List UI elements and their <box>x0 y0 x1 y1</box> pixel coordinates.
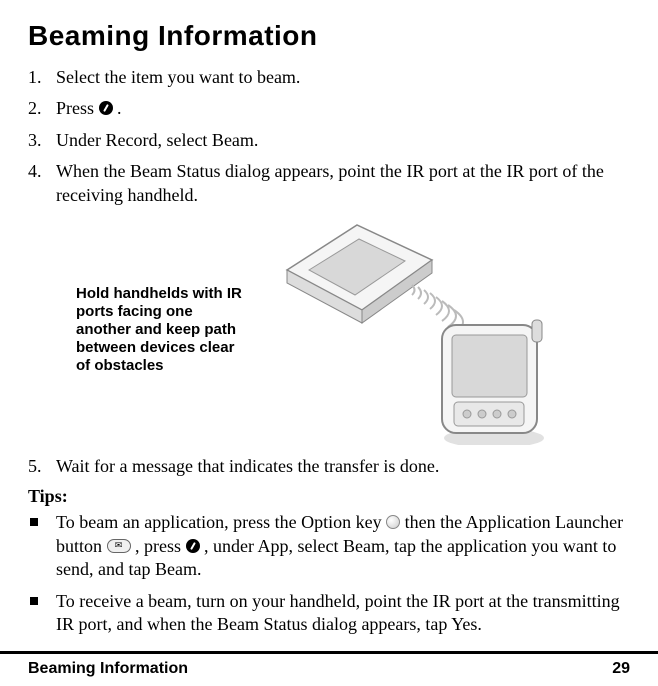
step-1: Select the item you want to beam. <box>28 66 630 89</box>
figure-caption: Hold handhelds with IR ports facing one … <box>76 285 246 375</box>
step-2: Press . <box>28 97 630 120</box>
step-2-text-b: . <box>117 98 122 118</box>
tip-1-text-a: To beam an application, press the Option… <box>56 512 386 532</box>
step-2-text-a: Press <box>56 98 99 118</box>
menu-button-icon <box>99 101 113 115</box>
footer-page-number: 29 <box>612 660 630 678</box>
steps-list-continued: Wait for a message that indicates the tr… <box>28 455 630 478</box>
app-launcher-icon: ✉ <box>107 539 131 553</box>
steps-list: Select the item you want to beam. Press … <box>28 66 630 207</box>
tips-list: To beam an application, press the Option… <box>28 511 630 636</box>
figure-row: Hold handhelds with IR ports facing one … <box>28 215 630 445</box>
menu-button-icon <box>186 539 200 553</box>
page-heading: Beaming Information <box>28 20 630 52</box>
tip-1: To beam an application, press the Option… <box>28 511 630 581</box>
beaming-illustration <box>262 215 562 445</box>
step-3: Under Record, select Beam. <box>28 129 630 152</box>
page-footer: Beaming Information 29 <box>0 651 658 686</box>
footer-title: Beaming Information <box>28 660 188 678</box>
step-4: When the Beam Status dialog appears, poi… <box>28 160 630 207</box>
tip-2: To receive a beam, turn on your handheld… <box>28 590 630 637</box>
tips-label: Tips: <box>28 486 630 507</box>
tip-1-text-c: , press <box>135 536 186 556</box>
option-key-icon <box>386 515 400 529</box>
step-5: Wait for a message that indicates the tr… <box>28 455 630 478</box>
